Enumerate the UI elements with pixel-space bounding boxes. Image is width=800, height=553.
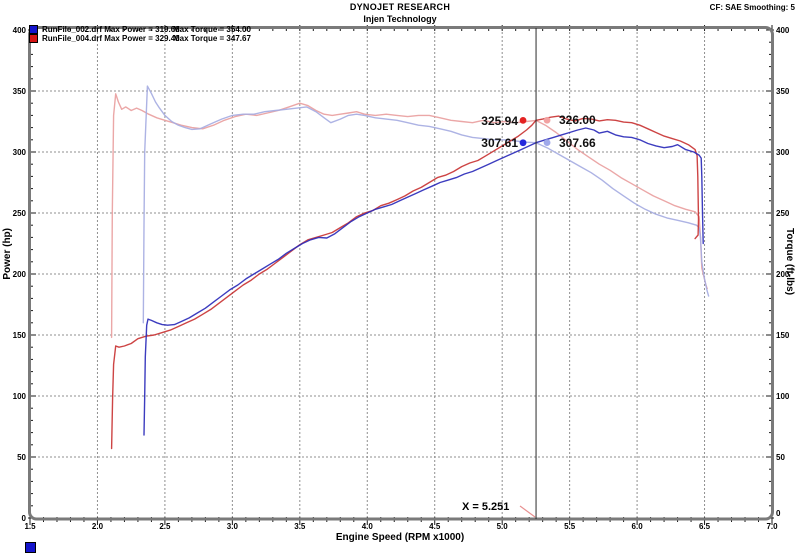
y-right-tick-label-350: 350 — [776, 87, 790, 96]
x-tick-label-3.5: 3.5 — [294, 522, 306, 531]
run004-name-maxpower-label: RunFile_004.drf Max Power = 329.40 — [42, 34, 180, 43]
x-tick-label-6.0: 6.0 — [631, 522, 643, 531]
marker-value-label-run004-torque: 326.00 — [559, 113, 596, 127]
curve-runfile-004-drf-power — [110, 115, 700, 450]
y-right-tick-label-200: 200 — [776, 270, 790, 279]
y-left-tick-label-300: 300 — [12, 148, 26, 157]
y-right-tick-label-0: 0 — [776, 509, 781, 518]
curve-runfile-004-drf-torque — [110, 93, 708, 339]
run002-color-swatch — [29, 25, 38, 34]
run004-maxtorque-label: Max Torque = 347.67 — [173, 34, 251, 43]
marker-value-label-run002-power: 307.61 — [481, 136, 518, 150]
marker-dot-run002-torque-at-cursor — [543, 139, 551, 147]
correction-smoothing-label: CF: SAE Smoothing: 5 — [709, 3, 795, 12]
marker-dot-run004-torque-at-cursor — [543, 116, 551, 124]
x-tick-label-5.0: 5.0 — [496, 522, 508, 531]
x-tick-label-4.0: 4.0 — [361, 522, 373, 531]
legend-row-run002: RunFile_002.drf Max Power = 319.66 Max T… — [29, 25, 251, 34]
x-tick-label-4.5: 4.5 — [429, 522, 441, 531]
y-left-tick-label-100: 100 — [12, 392, 26, 401]
x-tick-label-3.0: 3.0 — [226, 522, 238, 531]
x-tick-label-5.5: 5.5 — [564, 522, 576, 531]
y-left-tick-label-50: 50 — [17, 453, 26, 462]
torque-axis-title: Torque (ft-lbs) — [784, 228, 795, 296]
x-tick-label-2.0: 2.0 — [91, 522, 104, 531]
marker-value-label-run002-torque: 307.66 — [559, 136, 596, 150]
y-left-tick-label-400: 400 — [12, 26, 26, 35]
engine-speed-axis-title: Engine Speed (RPM x1000) — [335, 532, 465, 543]
cursor-x-value-label: X = 5.251 — [462, 501, 510, 513]
page-title: DYNOJET RESEARCH — [349, 2, 451, 12]
y-left-tick-label-0: 0 — [21, 514, 26, 523]
y-right-tick-label-50: 50 — [776, 453, 785, 462]
y-left-tick-label-150: 150 — [12, 331, 26, 340]
curve-runfile-002-drf-power — [143, 127, 704, 436]
run002-name-maxpower-label: RunFile_002.drf Max Power = 319.66 — [42, 25, 180, 34]
page-subtitle: Injen Technology — [363, 14, 437, 24]
curve-runfile-002-drf-torque — [142, 85, 710, 324]
y-left-tick-label-250: 250 — [12, 209, 26, 218]
run002-maxtorque-label: Max Torque = 354.00 — [173, 25, 251, 34]
y-right-tick-label-400: 400 — [776, 26, 790, 35]
y-right-tick-label-300: 300 — [776, 148, 790, 157]
legend-row-run004: RunFile_004.drf Max Power = 329.40 Max T… — [29, 34, 251, 43]
marker-value-label-run004-power: 325.94 — [481, 114, 518, 128]
x-tick-label-7.0: 7.0 — [766, 522, 778, 531]
y-left-tick-label-350: 350 — [12, 87, 26, 96]
y-right-tick-label-150: 150 — [776, 331, 790, 340]
marker-dot-run004-power-at-cursor — [519, 116, 527, 124]
x-tick-label-2.5: 2.5 — [159, 522, 171, 531]
run004-color-swatch — [29, 34, 38, 43]
y-right-tick-label-100: 100 — [776, 392, 790, 401]
x-tick-label-6.5: 6.5 — [698, 522, 711, 531]
y-right-tick-label-250: 250 — [776, 209, 790, 218]
x-tick-label-1.5: 1.5 — [24, 522, 36, 531]
y-left-tick-label-200: 200 — [12, 270, 26, 279]
marker-dot-run002-power-at-cursor — [519, 139, 527, 147]
